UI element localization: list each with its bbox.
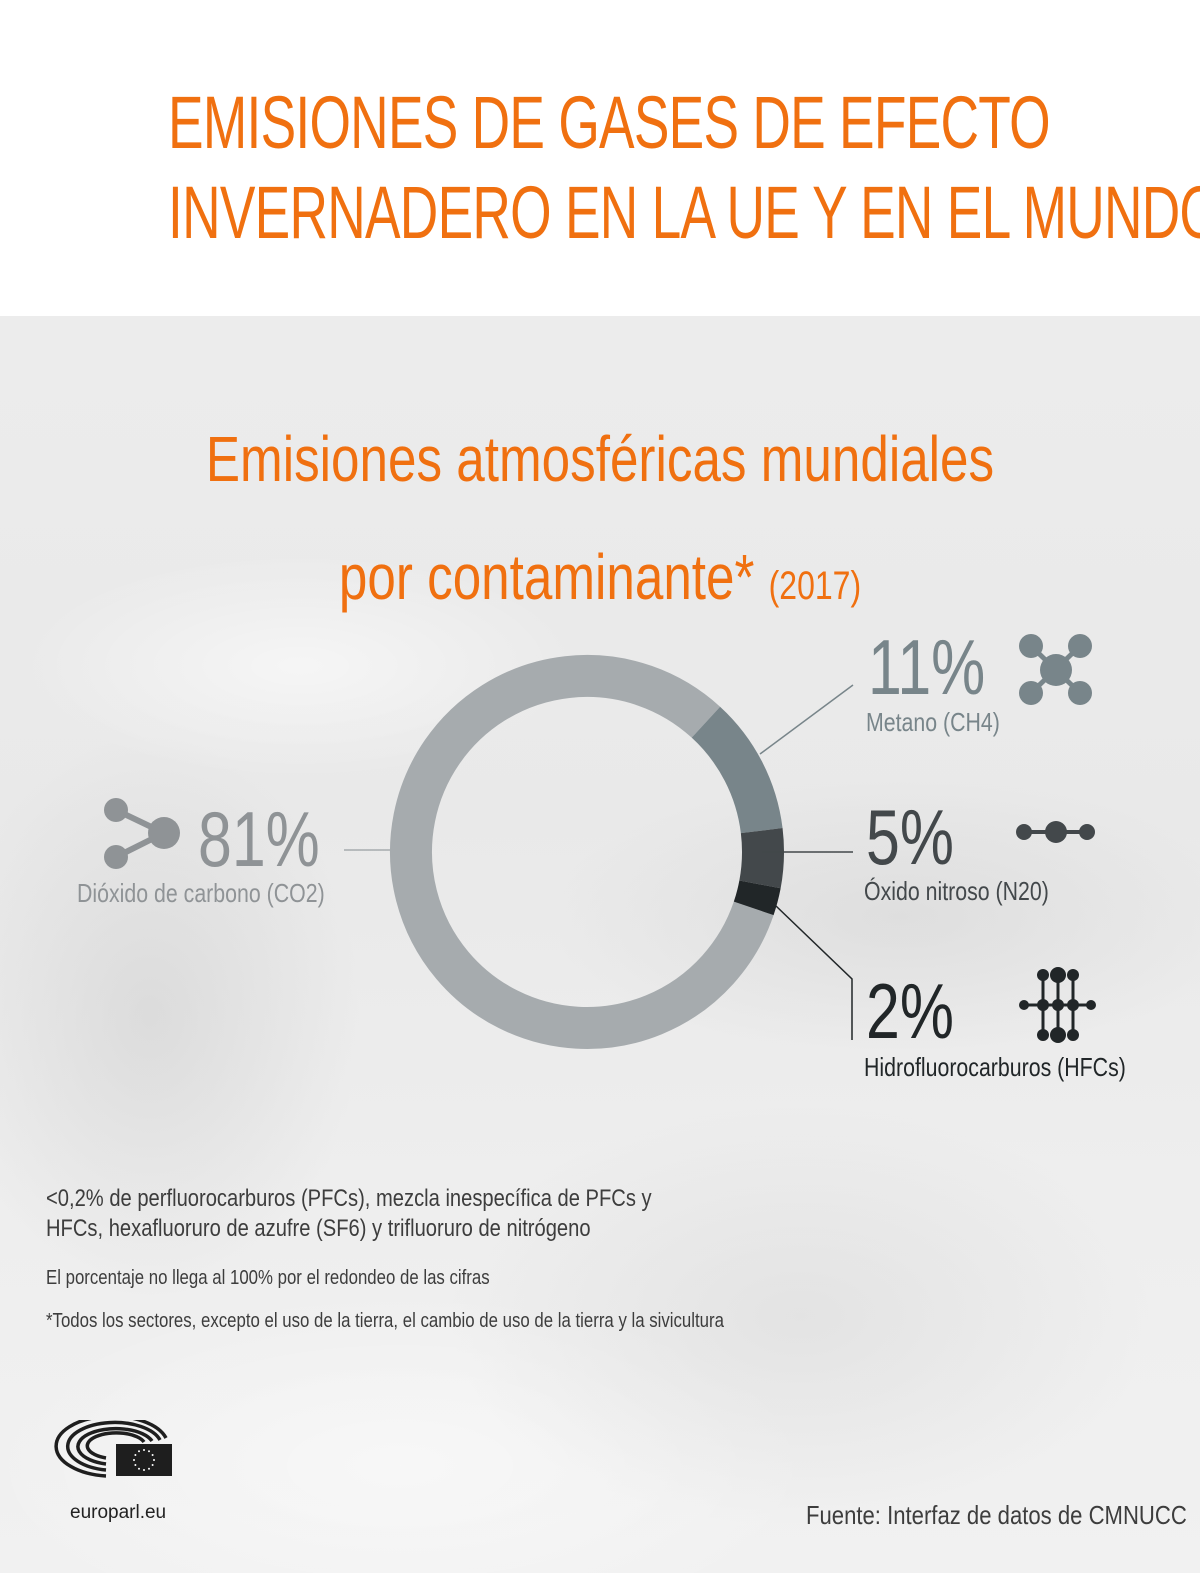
n2o-molecule-icon [1016, 821, 1095, 843]
n2o-percent: 5% [866, 793, 954, 881]
co2-percent: 81% [198, 795, 320, 883]
main-title: EMISIONES DE GASES DE EFECTO INVERNADERO… [167, 78, 1200, 258]
segment-n2o [739, 828, 784, 889]
note-other-gases: <0,2% de perfluorocarburos (PFCs), mezcl… [46, 1184, 652, 1244]
co2-label: Dióxido de carbono (CO2) [77, 878, 325, 908]
source-text: Fuente: Interfaz de datos de CMNUCC [806, 1500, 1187, 1530]
ch4-percent: 11% [868, 623, 986, 711]
note-rounding: El porcentaje no llega al 100% por el re… [46, 1267, 490, 1289]
hfc-percent: 2% [866, 967, 954, 1055]
hfc-label: Hidrofluorocarburos (HFCs) [864, 1052, 1126, 1082]
marble-background [0, 316, 1200, 1573]
note-sectors: *Todos los sectores, excepto el uso de l… [46, 1310, 724, 1332]
segment-ch4 [691, 706, 783, 834]
segment-co2 [390, 654, 774, 1049]
header: EMISIONES DE GASES DE EFECTO INVERNADERO… [0, 0, 1200, 316]
co2-molecule-icon [104, 798, 180, 869]
chart-title-line1: Emisiones atmosféricas mundiales [205, 423, 995, 495]
main-title-line2: INVERNADERO EN LA UE Y EN EL MUNDO [167, 171, 1200, 254]
note-other-gases-line2: HFCs, hexafluoruro de azufre (SF6) y tri… [46, 1215, 591, 1242]
ch4-label: Metano (CH4) [866, 707, 1000, 737]
europarl-link[interactable]: europarl.eu [70, 1502, 167, 1523]
n2o-label: Óxido nitroso (N20) [864, 876, 1049, 906]
europarl-logo [54, 1420, 172, 1478]
leader-ch4 [759, 684, 854, 755]
segment-hfc [733, 880, 781, 916]
chart-year: (2017) [768, 564, 862, 608]
leader-hfc [775, 905, 853, 1040]
chart-title: Emisiones atmosféricas mundiales por con… [120, 400, 1080, 645]
note-other-gases-line1: <0,2% de perfluorocarburos (PFCs), mezcl… [46, 1185, 652, 1212]
ch4-molecule-icon [1019, 634, 1092, 705]
hfc-molecule-icon [1019, 967, 1096, 1043]
chart-title-line2: por contaminante* [338, 541, 755, 613]
main-title-line1: EMISIONES DE GASES DE EFECTO [167, 81, 1051, 164]
